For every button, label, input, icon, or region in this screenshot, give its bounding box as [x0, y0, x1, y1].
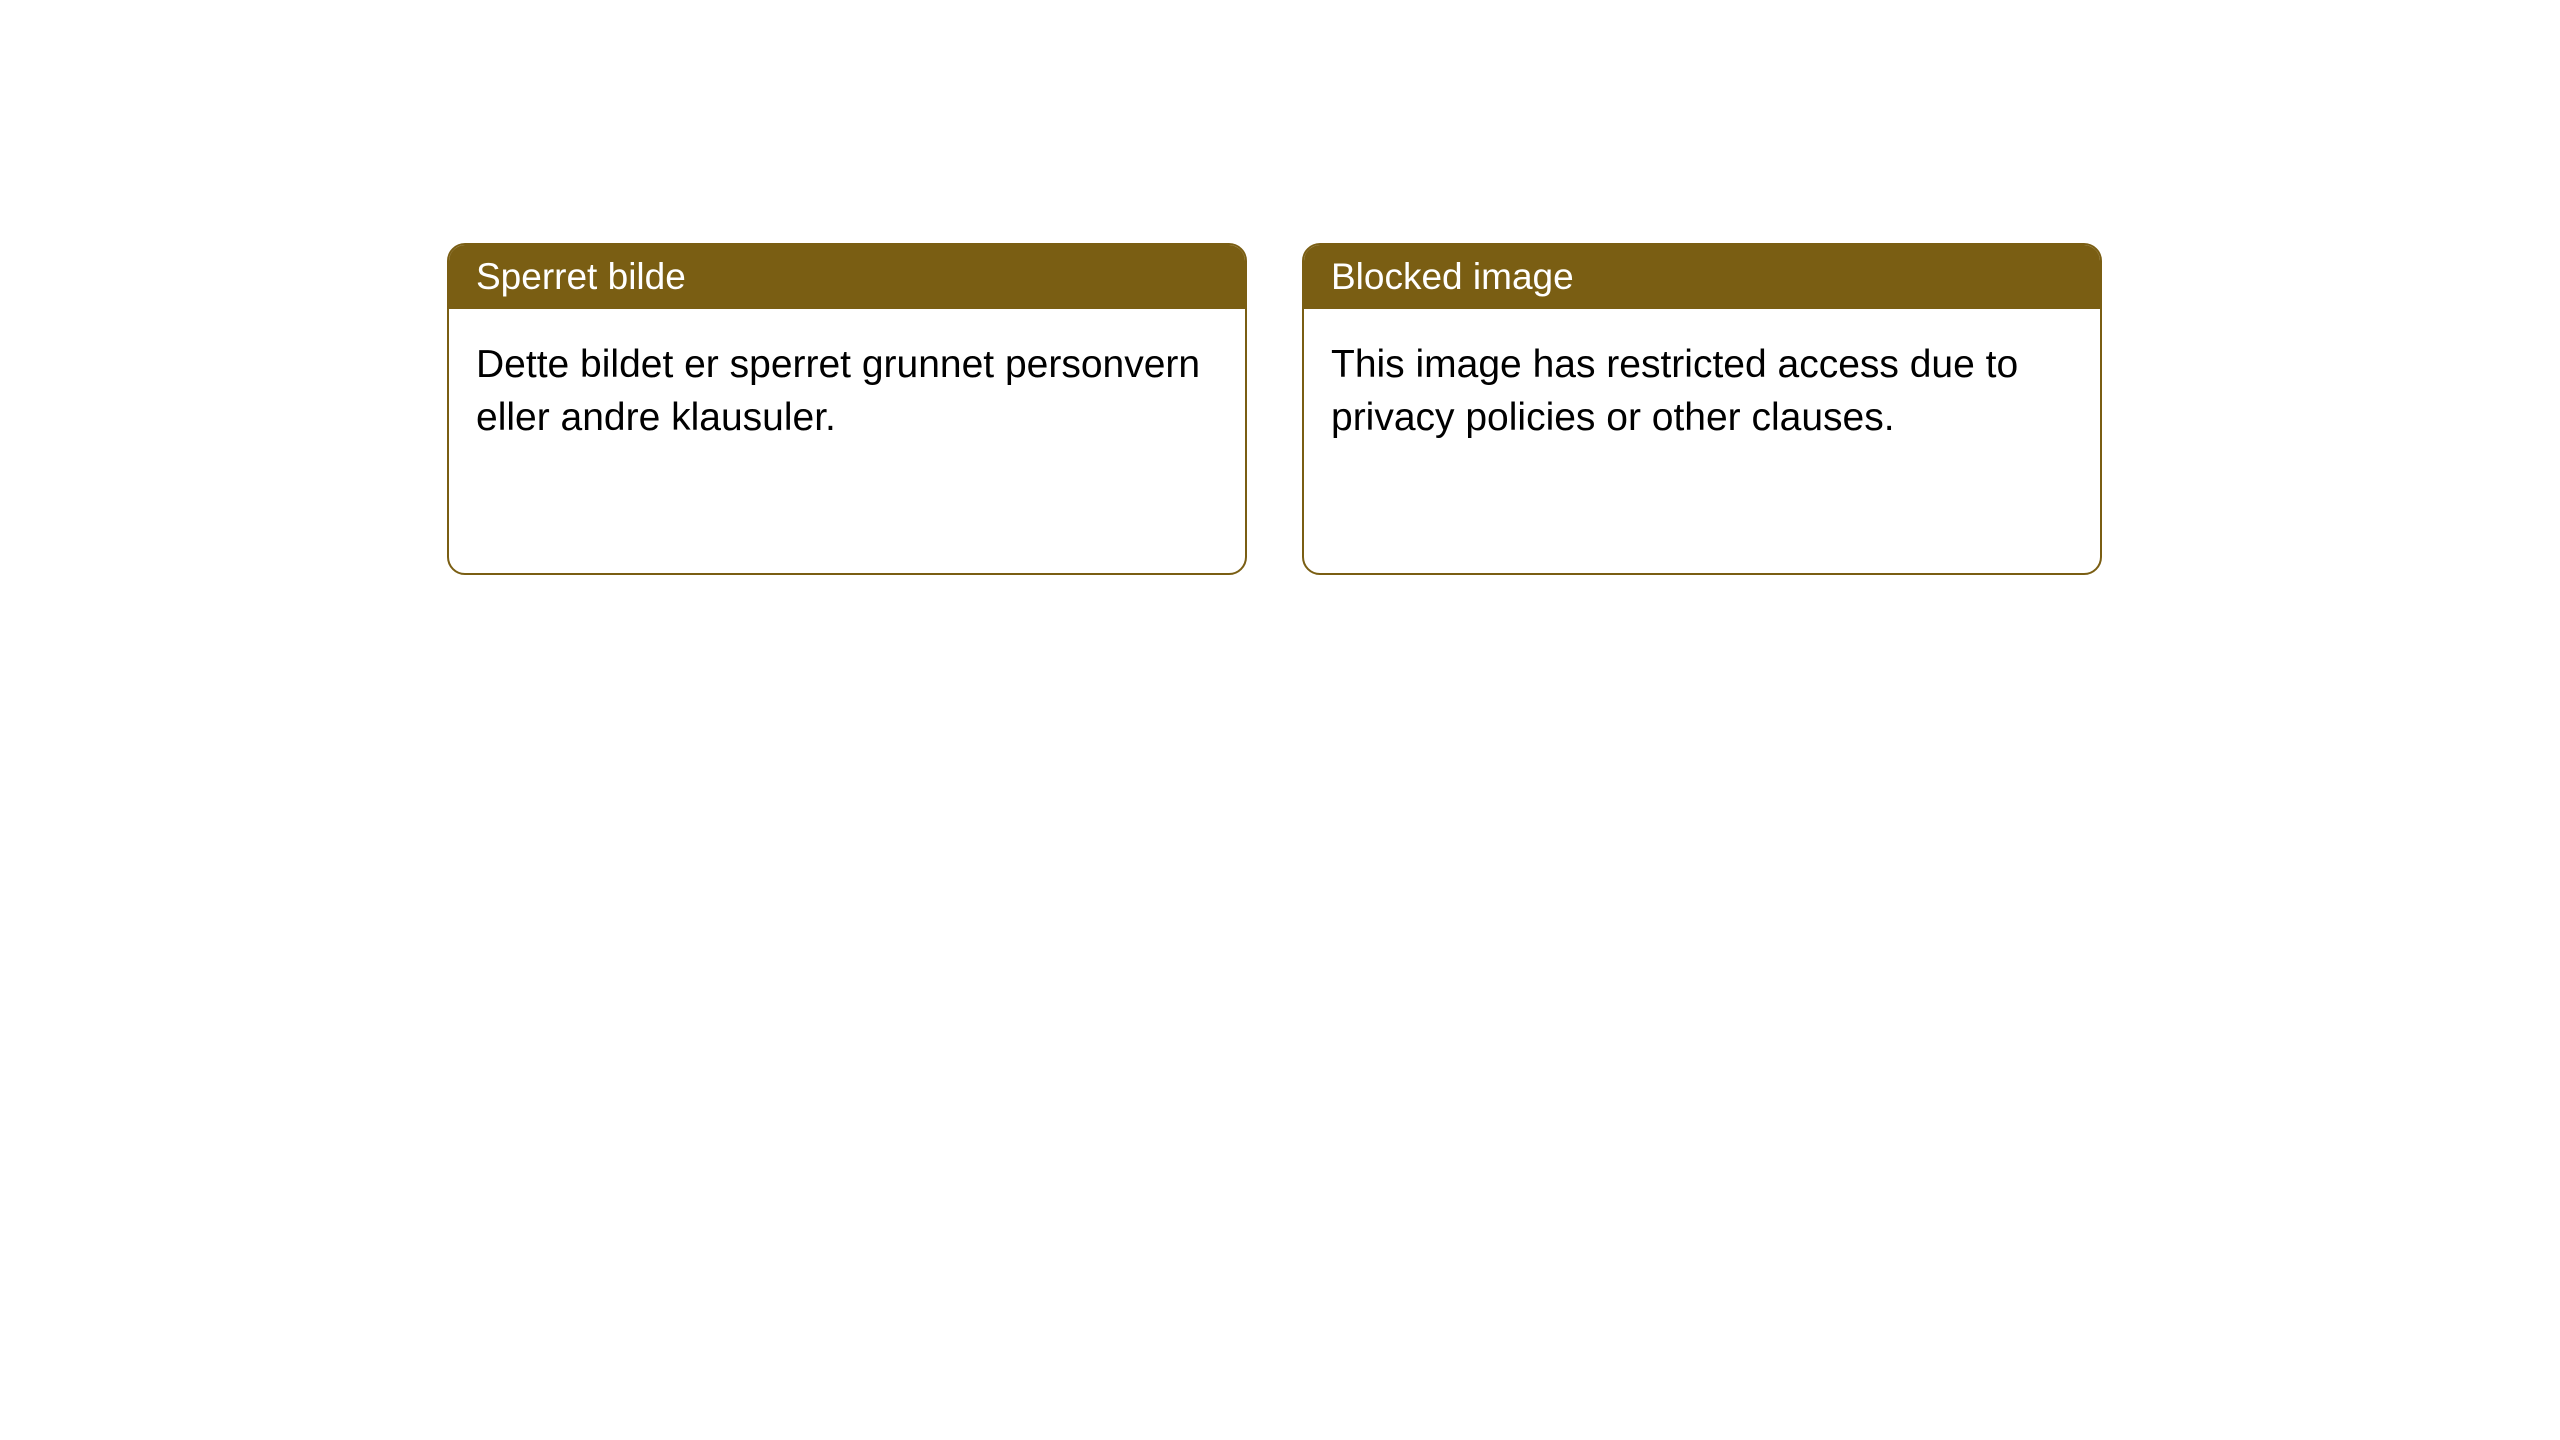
- notice-card-english: Blocked image This image has restricted …: [1302, 243, 2102, 575]
- card-body-english: This image has restricted access due to …: [1304, 309, 2100, 474]
- card-header-norwegian: Sperret bilde: [449, 245, 1245, 309]
- notice-card-norwegian: Sperret bilde Dette bildet er sperret gr…: [447, 243, 1247, 575]
- notice-container: Sperret bilde Dette bildet er sperret gr…: [447, 243, 2102, 575]
- card-body-norwegian: Dette bildet er sperret grunnet personve…: [449, 309, 1245, 474]
- card-header-english: Blocked image: [1304, 245, 2100, 309]
